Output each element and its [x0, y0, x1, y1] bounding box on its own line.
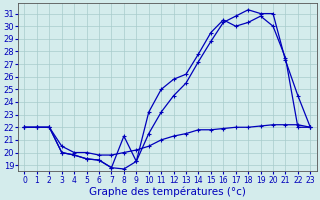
X-axis label: Graphe des températures (°c): Graphe des températures (°c) — [89, 186, 246, 197]
